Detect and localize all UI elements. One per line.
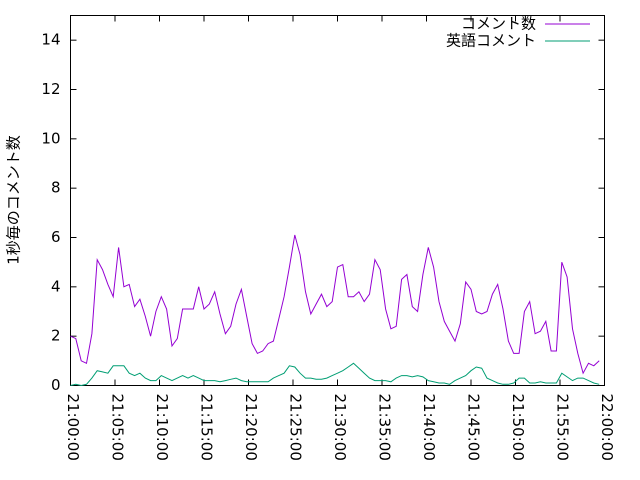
legend-label: 英語コメント (446, 32, 536, 50)
y-tick-label: 4 (51, 277, 61, 295)
x-tick-label: 21:05:00 (109, 394, 127, 461)
y-tick-label: 6 (51, 228, 61, 246)
y-tick-label: 2 (51, 327, 61, 345)
x-tick-label: 21:35:00 (376, 394, 394, 461)
x-tick-label: 21:10:00 (153, 394, 171, 461)
series-line (70, 234, 600, 375)
x-tick-label: 21:30:00 (331, 394, 349, 461)
y-tick-label: 10 (41, 129, 60, 147)
x-tick-label: 21:15:00 (198, 394, 216, 461)
plot-frame (70, 15, 605, 386)
x-tick-label: 21:25:00 (287, 394, 305, 461)
legend-label: コメント数 (461, 15, 536, 33)
y-axis-label: 1秒毎のコメント数 (5, 135, 23, 265)
x-tick-label: 21:20:00 (242, 394, 260, 461)
y-tick-label: 0 (51, 376, 61, 394)
series-line (70, 362, 600, 387)
y-tick-label: 14 (41, 31, 60, 49)
y-tick-label: 8 (51, 179, 61, 197)
x-tick-label: 21:55:00 (554, 394, 572, 461)
x-tick-label: 21:45:00 (465, 394, 483, 461)
x-tick-label: 22:00:00 (598, 394, 616, 461)
x-tick-label: 21:50:00 (509, 394, 527, 461)
x-tick-label: 21:00:00 (64, 394, 82, 461)
x-tick-label: 21:40:00 (420, 394, 438, 461)
y-tick-label: 12 (41, 80, 60, 98)
